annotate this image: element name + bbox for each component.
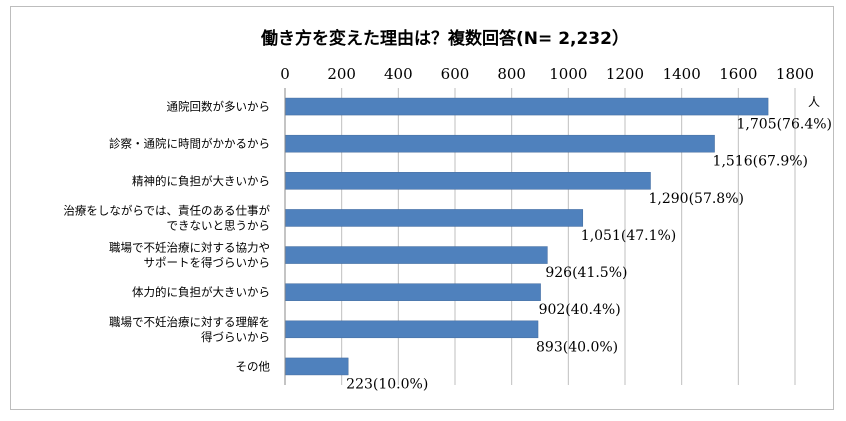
- category-label: 職場で不妊治療に対する理解を: [109, 315, 270, 329]
- value-label: 1,705(76.4%): [737, 117, 832, 133]
- value-label: 223(10.0%): [346, 376, 428, 392]
- category-label: サポートを得づらいから: [144, 256, 271, 270]
- x-tick-label: 800: [497, 65, 526, 83]
- bar: [284, 134, 715, 153]
- value-labels: 1,705(76.4%) 1,516(67.9%) 1,290(57.8%) 1,05…: [346, 117, 832, 393]
- x-tick-label: 1200: [606, 65, 644, 83]
- x-tick-label: 200: [327, 65, 356, 83]
- value-label: 893(40.0%): [536, 339, 618, 355]
- bar: [284, 283, 541, 301]
- chart-title: 働き方を変えた理由は？複数回答(N= 2,232）: [260, 28, 629, 49]
- category-label: できないと思うから: [167, 218, 271, 232]
- value-label: 926(41.5%): [545, 265, 627, 281]
- category-label: 診察・通院に時間がかかるから: [109, 137, 270, 151]
- bar: [284, 357, 349, 376]
- unit-label: 人: [808, 95, 820, 109]
- category-label: その他: [236, 359, 271, 373]
- value-label: 1,290(57.8%): [649, 191, 744, 207]
- x-tick-labels: 0 200 400 600 800 1000 1200 1400 1600 1800: [280, 65, 814, 83]
- category-labels: 通院回数が多いから診察・通院に時間がかかるから精神的に負担が大きいから治療をしな…: [63, 100, 270, 374]
- x-tick-label: 1000: [549, 65, 587, 83]
- x-tick-label: 600: [441, 65, 470, 83]
- bar: [284, 209, 584, 227]
- chart-frame: [10, 6, 834, 410]
- bars: [284, 97, 769, 376]
- category-label: 得づらいから: [201, 330, 270, 344]
- x-tick-label: 1400: [663, 65, 701, 83]
- bar: [284, 172, 651, 190]
- bar: [284, 97, 769, 116]
- category-label: 職場で不妊治療に対する協力や: [109, 241, 270, 255]
- x-tick-label: 400: [384, 65, 413, 83]
- x-tick-label: 1600: [719, 65, 757, 83]
- category-label: 体力的に負担が大きいから: [132, 285, 270, 299]
- bar: [284, 246, 548, 264]
- x-tick-label: 1800: [776, 65, 814, 83]
- x-tick-label: 0: [280, 65, 290, 83]
- category-label: 精神的に負担が大きいから: [132, 174, 270, 188]
- bar: [284, 320, 539, 339]
- category-label: 治療をしながらでは、責任のある仕事が: [63, 203, 270, 217]
- value-label: 1,516(67.9%): [713, 154, 808, 170]
- category-label: 通院回数が多いから: [167, 100, 271, 114]
- value-label: 902(40.4%): [539, 302, 621, 318]
- value-label: 1,051(47.1%): [581, 228, 676, 244]
